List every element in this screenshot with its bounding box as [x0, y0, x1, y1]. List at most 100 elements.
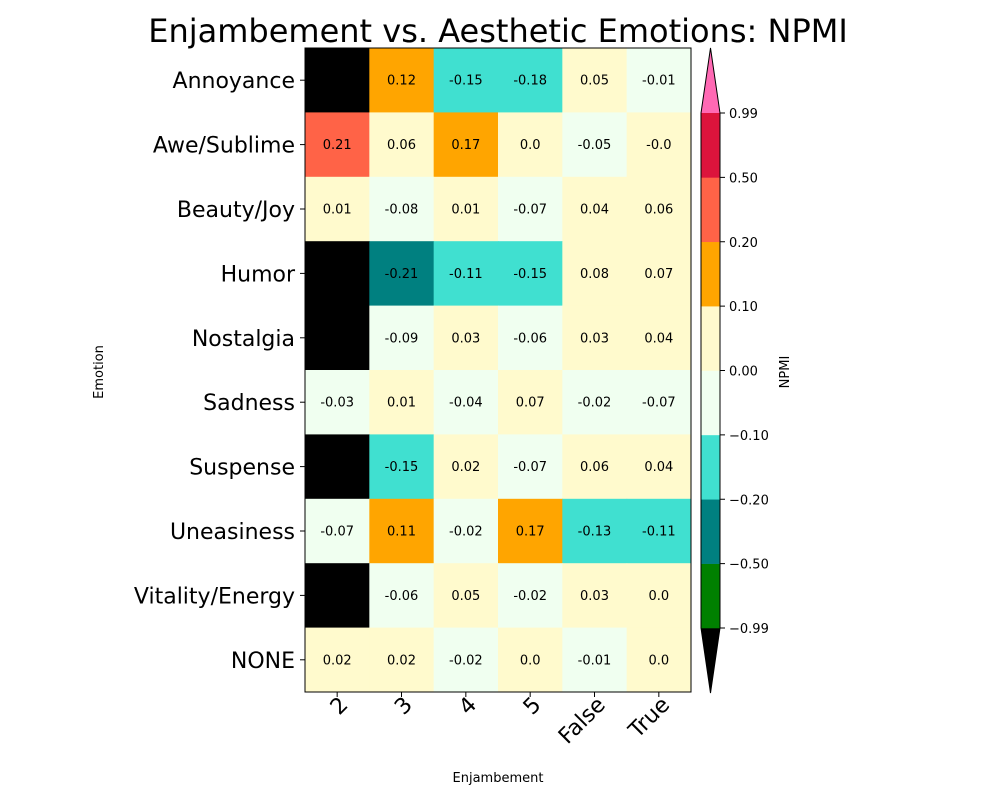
- heatmap-cell: [369, 112, 435, 178]
- cell-value-label: 0.05: [580, 74, 609, 89]
- heatmap-cell: [498, 48, 563, 113]
- heatmap-cell: [305, 112, 370, 178]
- heatmap-cell: [562, 241, 628, 307]
- cell-value-label: -0.09: [385, 331, 419, 346]
- cell-value-label: -0.07: [320, 525, 354, 540]
- cell-value-label: -0.02: [578, 396, 612, 411]
- x-tick-label: True: [624, 693, 675, 744]
- heatmap-cell: [562, 434, 628, 500]
- heatmap-cell: [433, 176, 499, 242]
- heatmap-cell: [498, 498, 563, 564]
- heatmap-cell: [498, 305, 563, 371]
- colorbar-tick-label: 0.10: [729, 300, 758, 315]
- colorbar-segment: [701, 306, 720, 371]
- heatmap-cell: [498, 176, 563, 242]
- cell-value-label: -0.13: [578, 525, 612, 540]
- cell-value-label: 0.0: [520, 653, 541, 668]
- colorbar-tick-label: 0.20: [729, 236, 758, 251]
- cell-value-label: -0.04: [449, 396, 483, 411]
- cell-value-label: 0.02: [451, 460, 480, 475]
- colorbar-tick-label: −0.10: [729, 429, 769, 444]
- heatmap-cell: [369, 176, 435, 242]
- cell-value-label: 0.11: [387, 525, 416, 540]
- cell-value-label: 0.04: [580, 203, 609, 218]
- cell-value-label: 0.0: [520, 138, 541, 153]
- heatmap-cell: [498, 241, 563, 307]
- heatmap-cell: [305, 176, 370, 242]
- cell-value-label: 0.01: [387, 396, 416, 411]
- cell-value-label: 0.0: [648, 589, 669, 604]
- cell-value-label: -0.01: [642, 74, 676, 89]
- heatmap-cell: [626, 176, 692, 242]
- cell-value-label: 0.02: [387, 653, 416, 668]
- heatmap-cell: [433, 498, 499, 564]
- x-tick-label: 2: [326, 693, 354, 721]
- heatmap-cell: [433, 48, 499, 113]
- cell-value-label: -0.02: [449, 653, 483, 668]
- cell-value-label: -0.0: [646, 138, 671, 153]
- heatmap-cell: [369, 434, 435, 500]
- heatmap-cell: [369, 498, 435, 564]
- heatmap-cell: [562, 176, 628, 242]
- cell-value-label: 0.06: [387, 138, 416, 153]
- cell-value-label: 0.07: [516, 396, 545, 411]
- cell-value-label: 0.02: [323, 653, 352, 668]
- x-tick-label: 5: [519, 693, 547, 721]
- heatmap-cell: [562, 112, 628, 178]
- colorbar-tick-label: −0.50: [729, 558, 769, 573]
- y-tick-label: Annoyance: [173, 69, 295, 94]
- cell-value-label: -0.02: [513, 589, 547, 604]
- cell-value-label: 0.07: [644, 267, 673, 282]
- colorbar-segment: [701, 177, 720, 243]
- cell-value-label: 0.04: [644, 460, 673, 475]
- cell-value-label: -0.21: [385, 267, 419, 282]
- y-tick-label: Uneasiness: [170, 520, 295, 545]
- y-tick-label: Sadness: [203, 391, 295, 416]
- heatmap-cell: [498, 370, 563, 435]
- heatmap-cell: [498, 112, 563, 178]
- cell-value-label: -0.18: [513, 74, 547, 89]
- heatmap-cell: [305, 241, 370, 307]
- cell-value-label: -0.01: [578, 653, 612, 668]
- colorbar-over-extension: [701, 48, 720, 113]
- heatmap-cell: [433, 563, 499, 629]
- colorbar-segment: [701, 370, 720, 436]
- cell-value-label: 0.06: [644, 203, 673, 218]
- cell-value-label: 0.08: [580, 267, 609, 282]
- heatmap-cell: [626, 498, 692, 564]
- heatmap-cell: [369, 370, 435, 435]
- colorbar-label: NPMI: [778, 356, 793, 389]
- heatmap-cell: [626, 305, 692, 371]
- x-axis-ticks: 2 3 4 5 False True: [326, 692, 675, 749]
- heatmap-cell: [369, 563, 435, 629]
- colorbar-segment: [701, 434, 720, 500]
- heatmap-cell: [433, 305, 499, 371]
- cell-value-label: 0.03: [580, 331, 609, 346]
- y-tick-label: NONE: [231, 649, 295, 674]
- heatmap-cell: [305, 434, 370, 500]
- y-tick-label: Beauty/Joy: [177, 198, 295, 223]
- cell-value-label: -0.06: [385, 589, 419, 604]
- cell-value-label: 0.21: [323, 138, 352, 153]
- y-axis-label: Emotion: [92, 345, 107, 399]
- heatmap-cell: [626, 48, 692, 113]
- heatmap-cell: [498, 627, 563, 693]
- cell-value-label: -0.07: [642, 396, 676, 411]
- colorbar: −0.99 −0.50 −0.20 −0.10 0.00 0.10 0.20 0.50 0.99: [700, 47, 769, 694]
- colorbar-under-extension: [701, 628, 720, 693]
- cell-value-label: -0.07: [513, 460, 547, 475]
- cell-value-label: 0.01: [323, 203, 352, 218]
- cell-value-label: -0.05: [578, 138, 612, 153]
- heatmap-cell: [305, 48, 370, 113]
- heatmap-cell: [305, 563, 370, 629]
- cell-value-label: -0.15: [385, 460, 419, 475]
- x-tick-label: False: [554, 693, 611, 750]
- heatmap-cell: [433, 112, 499, 178]
- colorbar-tick-label: 0.00: [729, 365, 758, 380]
- heatmap-cell: [369, 241, 435, 307]
- heatmap-cell: [626, 434, 692, 500]
- heatmap-cell: [562, 305, 628, 371]
- heatmap-cell: [562, 563, 628, 629]
- heatmap-cell: [433, 434, 499, 500]
- y-axis-ticks: Annoyance Awe/Sublime Beauty/Joy Humor Nosta…: [134, 69, 305, 674]
